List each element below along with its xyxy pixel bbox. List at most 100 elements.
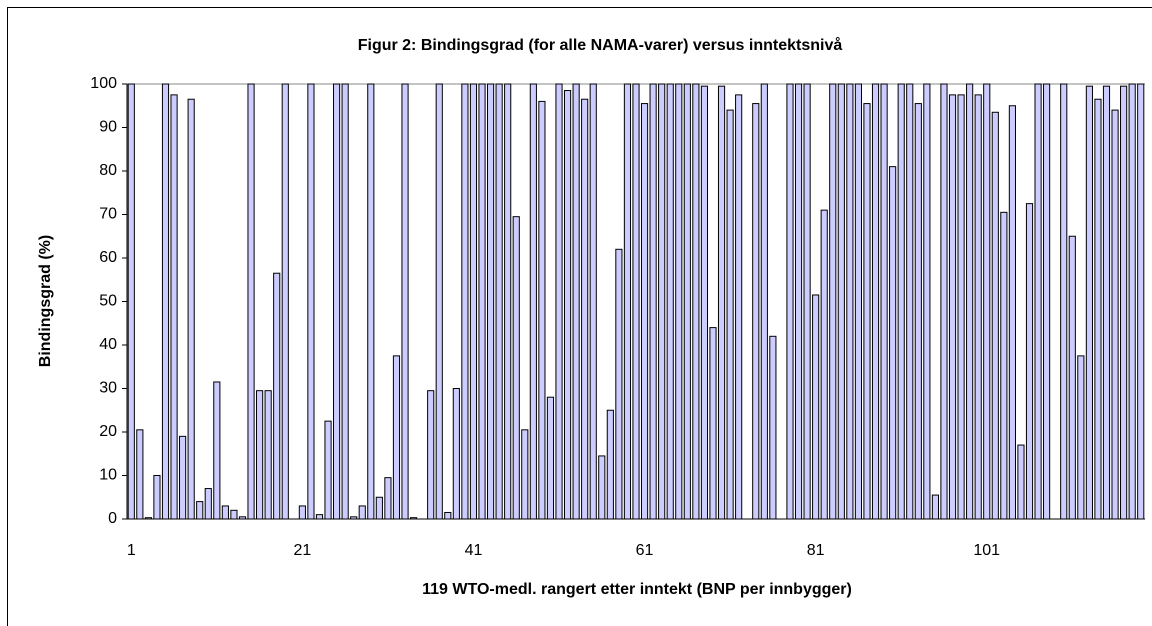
chart-title: Figur 2: Bindingsgrad (for alle NAMA-var…: [358, 36, 843, 54]
bar: [384, 477, 392, 520]
bar: [1043, 83, 1051, 520]
y-tick-label: 30: [99, 380, 117, 397]
bar: [709, 327, 717, 520]
bar: [529, 83, 537, 520]
bar: [486, 83, 495, 520]
y-tick-label: 60: [99, 249, 117, 266]
bar: [1034, 83, 1042, 520]
bar: [966, 83, 974, 520]
bar: [264, 390, 272, 520]
y-axis-label: Bindingsgrad (%): [37, 235, 54, 367]
y-tick-label: 10: [99, 467, 117, 484]
bar: [461, 83, 469, 520]
bar: [760, 83, 768, 520]
bar: [555, 83, 563, 520]
bar: [897, 83, 905, 520]
x-axis-label: 119 WTO-medl. rangert etter inntekt (BNP…: [422, 581, 852, 598]
bar: [820, 209, 828, 520]
bar: [889, 166, 897, 520]
bar: [512, 216, 520, 520]
y-tick-label: 0: [108, 510, 117, 527]
bar: [640, 103, 649, 520]
x-tick-label: 61: [636, 542, 654, 559]
bar: [735, 94, 743, 520]
bar: [298, 505, 306, 520]
bar: [161, 83, 170, 520]
bar: [213, 381, 221, 520]
bar: [538, 100, 546, 520]
bar: [1102, 85, 1111, 520]
bar: [880, 83, 888, 520]
bar: [324, 420, 332, 520]
bar: [803, 83, 811, 520]
bar: [469, 83, 478, 520]
bar: [658, 83, 666, 520]
bar: [546, 396, 555, 520]
bar: [153, 475, 161, 520]
bar: [444, 511, 452, 520]
bar: [179, 435, 187, 520]
bar: [1094, 98, 1102, 520]
bar: [931, 494, 939, 520]
y-tick-label: 90: [99, 119, 117, 136]
bar: [581, 98, 589, 520]
x-tick-label: 81: [807, 542, 825, 559]
bar: [1000, 211, 1008, 520]
bar: [940, 83, 948, 520]
y-tick-label: 50: [99, 293, 117, 310]
bar: [1111, 109, 1119, 520]
bar: [948, 94, 957, 520]
bar: [812, 294, 820, 520]
bar: [1025, 203, 1034, 520]
bar: [1060, 83, 1068, 520]
bar: [700, 85, 709, 520]
bar: [846, 83, 854, 520]
bar: [829, 83, 837, 520]
y-tick-label: 40: [99, 336, 117, 353]
bar: [170, 94, 178, 520]
x-tick-label: 21: [293, 542, 311, 559]
bar: [683, 83, 691, 520]
bar: [589, 83, 597, 520]
bar: [1137, 83, 1145, 520]
bar: [692, 83, 700, 520]
x-tick-label: 101: [973, 542, 1000, 559]
bar: [307, 83, 315, 520]
bar: [863, 103, 871, 520]
y-tick-label: 80: [99, 162, 117, 179]
bar: [315, 514, 324, 520]
bar: [427, 390, 435, 520]
bar: [717, 85, 726, 520]
bar: [906, 83, 914, 520]
chart-frame: [7, 7, 1152, 626]
bar: [769, 335, 777, 520]
bar: [204, 488, 212, 520]
bar: [401, 83, 409, 520]
bar: [675, 83, 683, 520]
bar: [726, 109, 734, 520]
bar: [666, 83, 674, 520]
bar: [572, 83, 580, 520]
y-tick-label: 20: [99, 423, 117, 440]
bar: [794, 83, 803, 520]
bar: [521, 429, 529, 520]
x-tick-label: 1: [127, 542, 136, 559]
bar: [854, 83, 862, 520]
bar: [375, 496, 383, 520]
bar: [1128, 83, 1136, 520]
bar: [1120, 85, 1128, 520]
bar: [1008, 105, 1016, 520]
bar: [196, 501, 204, 520]
bar: [452, 388, 460, 520]
bar: [632, 83, 640, 520]
bar: [341, 83, 349, 520]
bar: [281, 83, 289, 520]
bar: [649, 83, 657, 520]
bar: [786, 83, 794, 520]
y-tick-label: 100: [90, 75, 117, 92]
bar: [136, 429, 144, 520]
bar: [598, 455, 606, 520]
bar: [1077, 355, 1085, 520]
bar: [273, 272, 281, 520]
